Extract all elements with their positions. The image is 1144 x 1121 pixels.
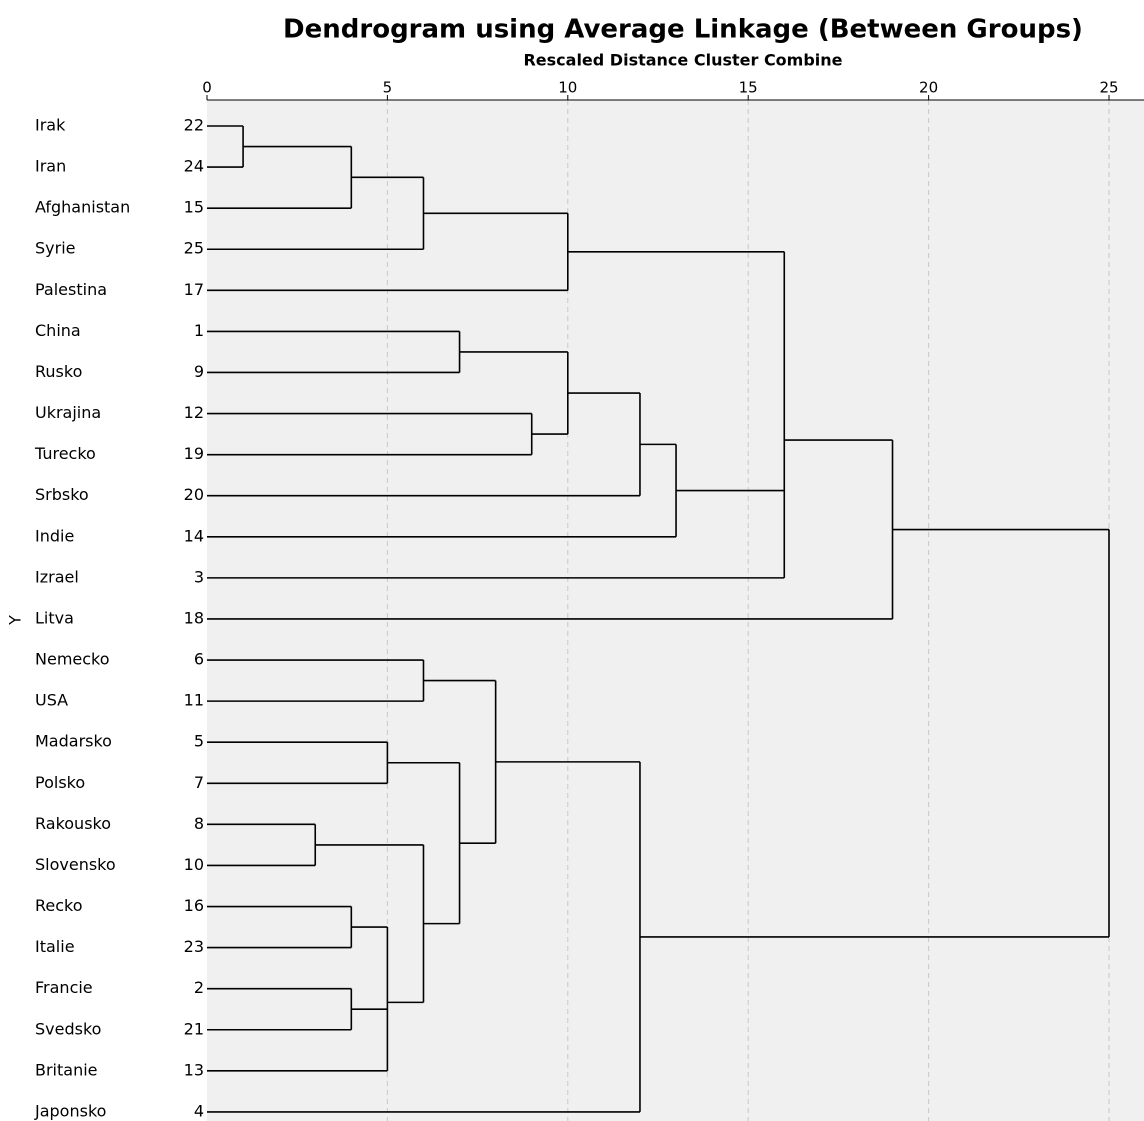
case-number: 20 <box>184 485 204 504</box>
leaf-label: Francie <box>35 978 93 997</box>
case-number: 6 <box>194 650 204 669</box>
plot-background <box>207 100 1144 1121</box>
case-number: 23 <box>184 937 204 956</box>
leaf-label: Turecko <box>34 444 96 463</box>
case-number: 19 <box>184 444 204 463</box>
x-tick-label: 10 <box>558 79 577 97</box>
leaf-label: Polsko <box>35 773 85 792</box>
case-number: 3 <box>194 567 204 586</box>
leaf-label: Srbsko <box>35 485 89 504</box>
leaf-label: Izrael <box>35 567 79 586</box>
leaf-label: Italie <box>35 937 75 956</box>
case-number: 16 <box>184 896 204 915</box>
case-number: 1 <box>194 321 204 340</box>
case-number: 8 <box>194 814 204 833</box>
leaf-label: USA <box>35 691 68 710</box>
leaf-label: Afghanistan <box>35 198 130 217</box>
case-number: 25 <box>184 239 204 258</box>
case-number: 15 <box>184 198 204 217</box>
case-number: 22 <box>184 116 204 135</box>
leaf-label: Rusko <box>35 362 82 381</box>
case-number: 10 <box>184 855 204 874</box>
case-number: 5 <box>194 732 204 751</box>
case-number: 18 <box>184 608 204 627</box>
case-number: 13 <box>184 1060 204 1079</box>
case-number: 21 <box>184 1019 204 1038</box>
leaf-label: Recko <box>35 896 83 915</box>
case-number: 11 <box>184 691 204 710</box>
x-tick-label: 25 <box>1099 79 1118 97</box>
leaf-label: Madarsko <box>35 732 112 751</box>
leaf-label: Rakousko <box>35 814 111 833</box>
case-number: 9 <box>194 362 204 381</box>
y-axis-label: Y <box>6 615 25 626</box>
case-number: 14 <box>184 526 204 545</box>
leaf-label: Litva <box>35 608 74 627</box>
case-number: 7 <box>194 773 204 792</box>
leaf-label: Britanie <box>35 1060 98 1079</box>
x-tick-label: 20 <box>919 79 938 97</box>
case-number: 4 <box>194 1101 204 1120</box>
leaf-label: Svedsko <box>35 1019 101 1038</box>
leaf-label: China <box>35 321 81 340</box>
leaf-label: Ukrajina <box>35 403 101 422</box>
leaf-label: Iran <box>35 157 66 176</box>
leaf-label: Palestina <box>35 280 107 299</box>
leaf-label: Nemecko <box>35 650 110 669</box>
chart-title: Dendrogram using Average Linkage (Betwee… <box>283 15 1083 45</box>
case-number: 17 <box>184 280 204 299</box>
case-number: 12 <box>184 403 204 422</box>
case-number: 24 <box>184 157 204 176</box>
leaf-label: Irak <box>35 116 66 135</box>
case-number: 2 <box>194 978 204 997</box>
x-tick-label: 0 <box>202 79 212 97</box>
chart-subtitle: Rescaled Distance Cluster Combine <box>523 51 842 70</box>
leaf-label: Japonsko <box>34 1101 106 1120</box>
leaf-label: Indie <box>35 526 74 545</box>
x-tick-label: 15 <box>739 79 758 97</box>
x-tick-label: 5 <box>383 79 393 97</box>
leaf-label: Syrie <box>35 239 76 258</box>
leaf-label: Slovensko <box>35 855 116 874</box>
